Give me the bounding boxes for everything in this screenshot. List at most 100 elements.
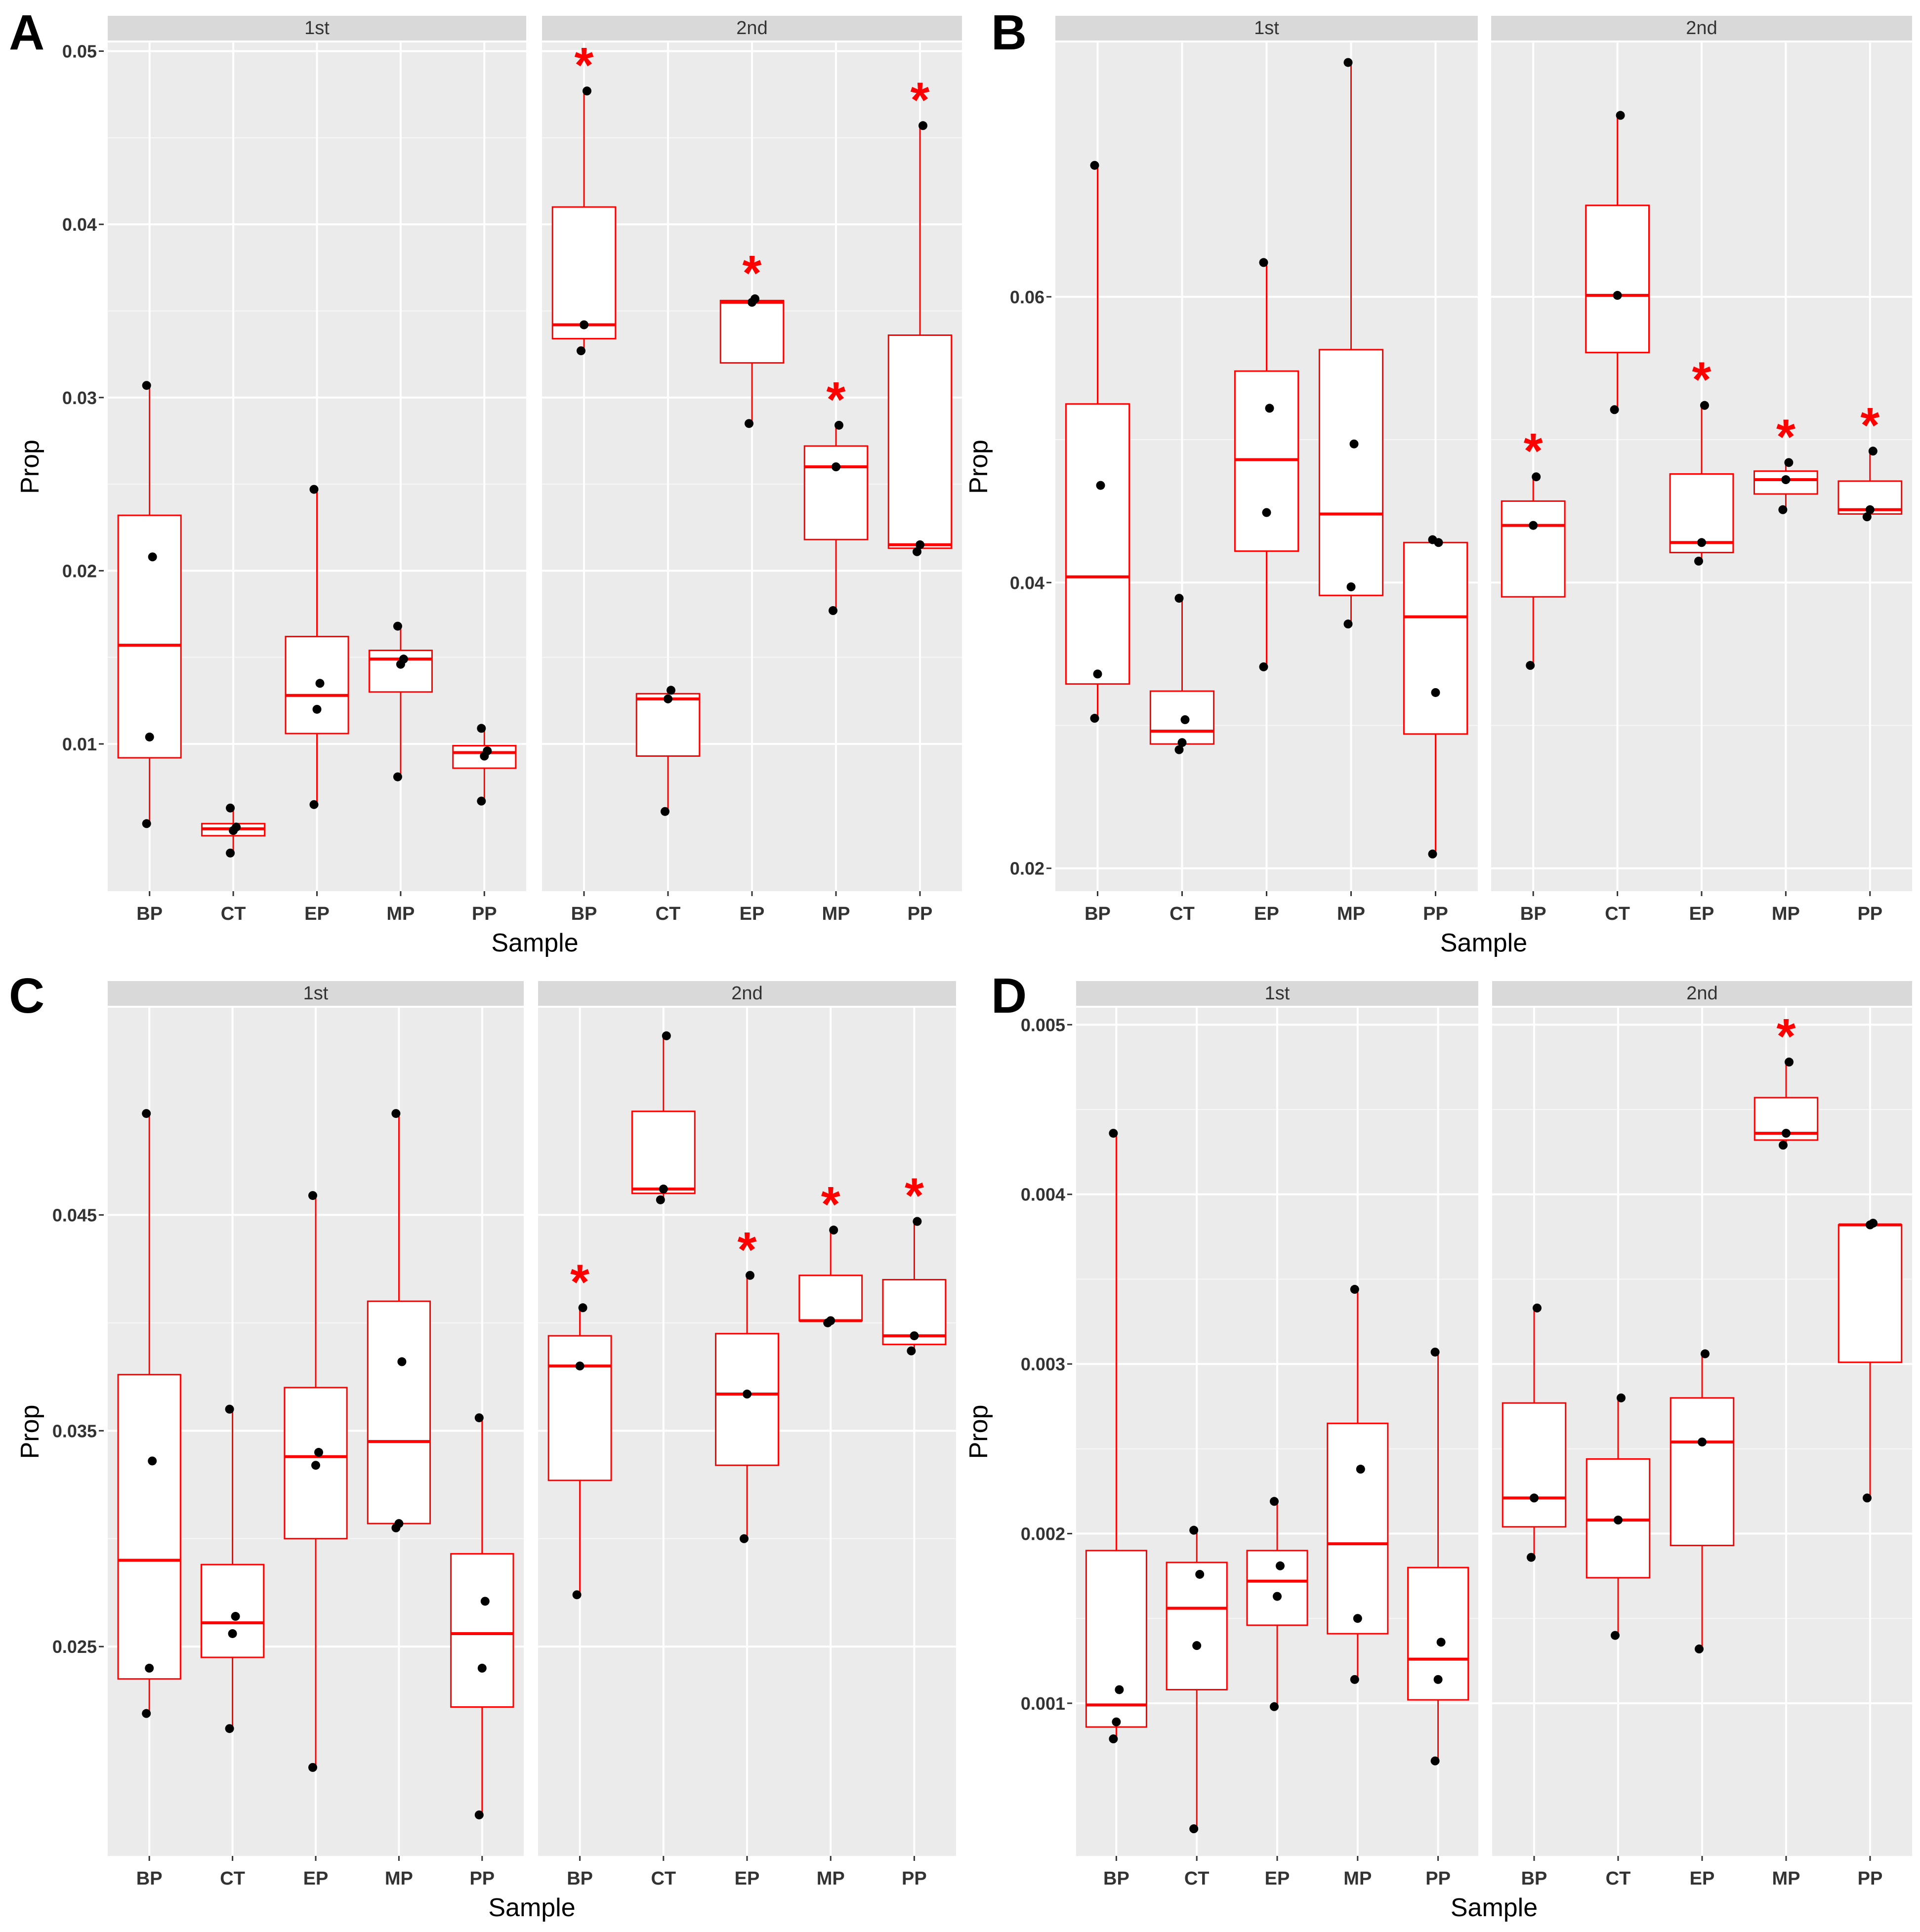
data-point <box>225 1404 234 1414</box>
x-axis-label: Sample <box>491 929 578 957</box>
box-mp: * <box>803 372 869 616</box>
data-point <box>1259 258 1268 267</box>
significance-asterisk: * <box>827 372 846 427</box>
facet-strip <box>1055 16 1478 41</box>
box-iqr <box>1403 541 1468 735</box>
box-pp <box>450 1413 514 1819</box>
data-point <box>1428 849 1437 859</box>
data-point <box>661 807 669 816</box>
significance-asterisk: * <box>1777 1009 1796 1064</box>
facet-strip-label: 1st <box>303 983 329 1004</box>
data-point <box>1613 290 1622 300</box>
x-tick-label: EP <box>1690 1868 1715 1889</box>
box-bp <box>117 381 182 828</box>
data-point <box>314 1448 323 1457</box>
data-point <box>1611 1631 1620 1640</box>
x-tick-label: MP <box>822 904 850 924</box>
y-tick-label: 0.002 <box>1021 1524 1065 1544</box>
data-point <box>1343 58 1353 67</box>
facet-strip <box>1491 16 1912 41</box>
data-point <box>667 686 675 695</box>
significance-asterisk: * <box>905 1168 924 1224</box>
data-point <box>1349 439 1359 449</box>
data-point <box>1698 1438 1707 1447</box>
facet-strip <box>108 16 526 41</box>
x-tick-label: BP <box>571 904 597 924</box>
y-tick-label: 0.045 <box>52 1205 97 1225</box>
data-point <box>746 1271 754 1280</box>
data-point <box>399 655 408 664</box>
data-point <box>1430 1756 1440 1766</box>
data-point <box>480 1597 490 1606</box>
data-point <box>1869 1219 1878 1228</box>
x-tick-label: MP <box>1772 904 1800 924</box>
y-tick-label: 0.025 <box>52 1637 97 1657</box>
panel-d: D Prop 0.001 0.002 0.003 0.004 0.005 Sample 1st B… <box>964 968 1912 1922</box>
box-ct <box>1586 1393 1651 1640</box>
y-tick-label: 0.005 <box>1021 1015 1065 1035</box>
data-point <box>1270 1497 1279 1506</box>
data-point <box>1614 1516 1623 1525</box>
data-point <box>1109 1734 1118 1744</box>
data-point <box>1700 401 1709 410</box>
data-point <box>1346 582 1356 591</box>
box-iqr <box>798 1274 863 1321</box>
data-point <box>583 86 591 96</box>
x-axis-label: Sample <box>1451 1893 1538 1922</box>
y-axis-label: Prop <box>964 440 993 494</box>
data-point <box>309 485 319 494</box>
data-point <box>1180 715 1190 724</box>
data-point <box>393 621 402 631</box>
data-point <box>1433 1675 1443 1684</box>
data-point <box>1109 1129 1118 1138</box>
data-point <box>1090 714 1099 723</box>
data-point <box>477 1663 487 1673</box>
data-point <box>826 1316 835 1325</box>
box-iqr <box>117 1374 181 1680</box>
box-iqr <box>887 334 953 549</box>
facet-1st: 1st BP CT EP MP PP <box>108 16 526 924</box>
data-point <box>1174 594 1184 603</box>
x-tick-label: BP <box>567 1868 593 1889</box>
data-point <box>1262 508 1271 517</box>
data-point <box>1782 1129 1791 1138</box>
box-pp <box>452 724 517 806</box>
box-pp <box>1407 1348 1469 1766</box>
data-point <box>145 1663 154 1673</box>
data-point <box>1526 661 1535 670</box>
box-iqr <box>551 206 617 340</box>
data-point <box>907 1346 916 1356</box>
data-point <box>1697 538 1706 547</box>
box-bp <box>1085 1129 1147 1744</box>
data-point <box>835 420 843 430</box>
x-tick-label: PP <box>472 904 497 924</box>
box-iqr <box>1318 349 1384 596</box>
data-point <box>226 848 235 858</box>
box-iqr <box>450 1553 514 1708</box>
data-point <box>1784 458 1794 467</box>
data-point <box>394 1519 404 1528</box>
significance-asterisk: * <box>738 1222 757 1277</box>
data-point <box>1343 619 1353 629</box>
facet-strip-label: 2nd <box>731 983 762 1004</box>
significance-asterisk: * <box>1692 352 1711 408</box>
data-point <box>142 1109 151 1118</box>
data-point <box>308 1763 317 1772</box>
box-iqr <box>803 445 869 540</box>
data-point <box>580 320 588 329</box>
box-iqr <box>200 1563 265 1658</box>
box-iqr <box>1065 403 1130 685</box>
data-point <box>1192 1641 1202 1650</box>
data-point <box>1781 475 1791 485</box>
data-point <box>910 1331 919 1341</box>
data-point <box>1276 1561 1285 1570</box>
box-ep <box>285 485 349 809</box>
data-point <box>312 704 322 714</box>
data-point <box>232 822 241 832</box>
box-ep <box>1234 258 1299 671</box>
box-bp: * <box>551 38 617 356</box>
box-mp <box>367 1109 431 1532</box>
facet-strip <box>1076 981 1478 1006</box>
data-point <box>1356 1465 1365 1474</box>
